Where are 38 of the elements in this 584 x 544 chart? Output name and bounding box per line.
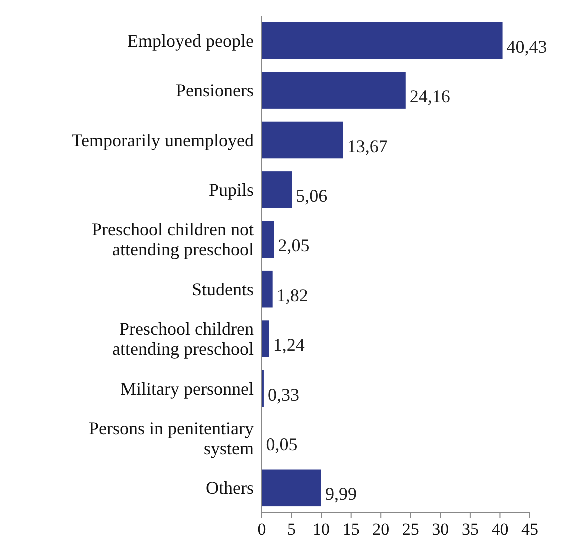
data-label: 2,05 [278,236,310,256]
data-label: 1,24 [273,335,305,356]
bar [262,122,344,159]
y-tick-label: Students [192,279,254,300]
bar [262,22,503,60]
x-tick-label: 25 [402,520,420,539]
x-tick-label: 5 [288,520,296,539]
data-label: 0,05 [266,434,298,454]
data-label: 40,43 [506,36,548,57]
x-tick-label: 35 [462,520,479,539]
y-tick-label: Persons in penitentiary system [89,418,254,458]
bar [262,221,274,258]
x-tick-label: 15 [342,520,360,539]
data-label: 0,33 [268,384,300,405]
bar [262,320,270,358]
x-tick-label: 30 [432,520,450,539]
y-tick-label: Pensioners [176,80,254,101]
bar [262,172,292,208]
data-label: 24,16 [410,86,450,107]
data-label: 13,67 [347,136,388,156]
data-label: 5,06 [296,186,328,206]
x-tick-label: 10 [313,520,330,539]
y-tick-label: Temporarily unemployed [72,130,254,150]
x-tick-label: 40 [492,520,509,539]
y-tick-label: Preschool children attending preschool [112,319,254,360]
y-tick-label: Employed people [128,30,254,51]
data-label: 9,99 [325,484,357,504]
y-tick-label: Preschool children not attending preschool [92,220,254,260]
data-label: 1,82 [276,285,308,306]
bar [262,72,406,109]
bar [262,470,322,507]
x-tick-label: 20 [372,520,390,539]
bar [262,270,273,308]
x-tick-label: 45 [522,520,538,539]
x-tick-label: 0 [258,520,266,539]
y-tick-label: Others [206,478,254,498]
y-tick-label: Military personnel [120,378,254,399]
y-tick-label: Pupils [208,180,254,200]
